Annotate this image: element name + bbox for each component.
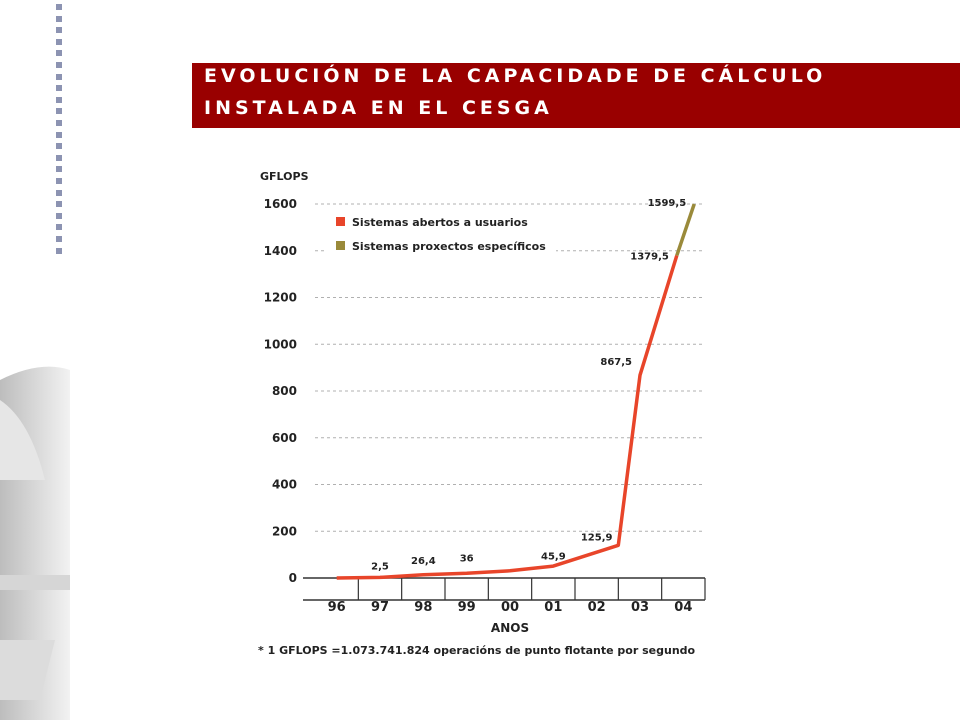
- slide-title-band: EVOLUCIÓN DE LA CAPACIDADE DE CÁLCULO IN…: [192, 63, 960, 128]
- x-tick-label: 04: [674, 600, 692, 615]
- data-label: 45,9: [541, 551, 566, 562]
- series-line: [336, 254, 679, 580]
- x-tick-label: 02: [588, 600, 606, 615]
- decorative-dot: [56, 50, 62, 57]
- data-label: 1379,5: [630, 252, 669, 263]
- decorative-dot: [56, 212, 62, 219]
- x-tick-label: 99: [458, 600, 476, 615]
- decorative-background-graphic: [0, 366, 70, 720]
- decorative-dot: [56, 62, 62, 68]
- decorative-dot: [56, 189, 62, 196]
- decorative-dot: [56, 166, 62, 173]
- x-tick-label: 01: [544, 600, 562, 615]
- x-tick-label: 03: [631, 600, 649, 615]
- decorative-dot-column: [56, 0, 68, 270]
- y-axis-label: GFLOPS: [260, 170, 309, 183]
- decorative-dot: [56, 38, 62, 45]
- y-tick-label: 800: [272, 384, 297, 398]
- decorative-dot: [56, 131, 62, 138]
- x-axis-label: ANOS: [491, 621, 529, 635]
- decorative-dot: [56, 178, 62, 184]
- data-labels: 2,5 26,4 36 45,9 125,9 867,5 1379,5 1599,5: [371, 198, 686, 572]
- series-lines: [336, 203, 696, 580]
- decorative-dot: [56, 85, 62, 92]
- decorative-dot: [56, 224, 62, 231]
- slide-title-line-1: EVOLUCIÓN DE LA CAPACIDADE DE CÁLCULO: [204, 65, 827, 87]
- y-tick-label: 400: [272, 478, 297, 492]
- decorative-dot: [56, 96, 62, 103]
- x-tick-label: 96: [328, 600, 346, 615]
- legend-label: Sistemas proxectos específicos: [352, 240, 546, 253]
- y-tick-label: 200: [272, 524, 297, 538]
- decorative-dot: [56, 143, 62, 150]
- y-tick-label: 0: [289, 571, 297, 585]
- decorative-dot: [56, 27, 62, 34]
- footnote: * 1 GFLOPS =1.073.741.824 operacións de …: [258, 644, 696, 657]
- decorative-dot: [56, 4, 62, 10]
- x-tick-label: 97: [371, 600, 389, 615]
- y-tick-label: 1400: [264, 244, 297, 258]
- data-label: 2,5: [371, 561, 389, 572]
- decorative-dot: [56, 154, 62, 161]
- data-label: 1599,5: [648, 198, 687, 209]
- y-tick-label: 1200: [264, 291, 297, 305]
- decorative-dot: [56, 247, 62, 254]
- y-tick-label: 1000: [264, 337, 297, 351]
- slide-title-line-2: INSTALADA EN EL CESGA: [204, 97, 553, 119]
- data-label: 26,4: [411, 556, 436, 567]
- decorative-dot: [56, 108, 62, 115]
- legend-box: [324, 208, 556, 268]
- data-label: 125,9: [581, 533, 613, 544]
- legend-label: Sistemas abertos a usuarios: [352, 216, 528, 229]
- series-line: [675, 203, 696, 257]
- legend-swatch: [336, 241, 345, 250]
- decorative-dot: [56, 15, 62, 22]
- y-tick-labels: 0 200 400 600 800 1000 1200 1400 1600: [264, 197, 297, 585]
- x-tick-label: 00: [501, 600, 519, 615]
- y-tick-label: 600: [272, 431, 297, 445]
- x-tick-label: 98: [414, 600, 432, 615]
- legend: Sistemas abertos a usuarios Sistemas prox…: [324, 208, 556, 268]
- decorative-dot: [56, 120, 62, 126]
- data-label: 867,5: [600, 357, 632, 368]
- x-tick-labels: 96 97 98 99 00 01 02 03 04: [328, 578, 706, 615]
- decorative-dot: [56, 201, 62, 208]
- data-label: 36: [460, 554, 474, 565]
- decorative-dot: [56, 73, 62, 80]
- decorative-dot: [56, 236, 62, 242]
- legend-swatch: [336, 217, 345, 226]
- y-tick-label: 1600: [264, 197, 297, 211]
